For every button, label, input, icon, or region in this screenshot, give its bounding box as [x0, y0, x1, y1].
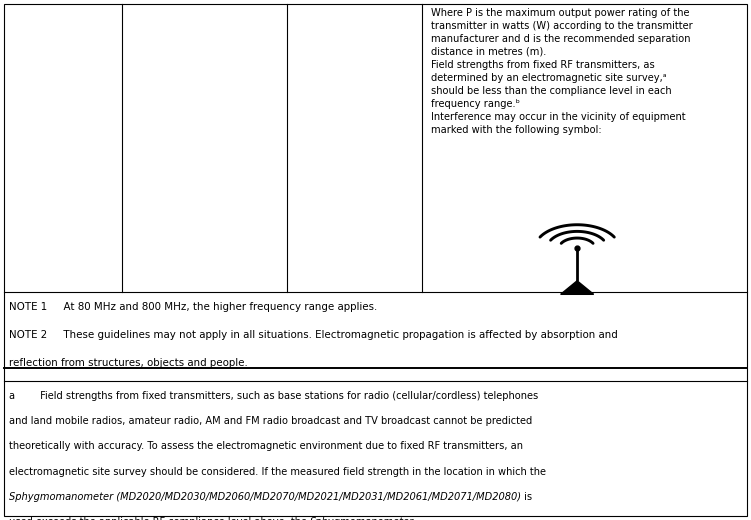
- Text: and land mobile radios, amateur radio, AM and FM radio broadcast and TV broadcas: and land mobile radios, amateur radio, A…: [9, 416, 532, 426]
- Text: Where P is the maximum output power rating of the
transmitter in watts (W) accor: Where P is the maximum output power rati…: [431, 8, 693, 135]
- Text: Sphygmomanometer: Sphygmomanometer: [310, 517, 415, 520]
- Text: is: is: [521, 492, 532, 502]
- Text: NOTE 1     At 80 MHz and 800 MHz, the higher frequency range applies.: NOTE 1 At 80 MHz and 800 MHz, the higher…: [9, 302, 377, 311]
- Polygon shape: [560, 281, 593, 294]
- Text: theoretically with accuracy. To assess the electromagnetic environment due to fi: theoretically with accuracy. To assess t…: [9, 441, 523, 451]
- Text: Sphygmomanometer (MD2020/MD2030/MD2060/MD2070/MD2021/MD2031/MD2061/MD2071/MD2080: Sphygmomanometer (MD2020/MD2030/MD2060/M…: [9, 492, 521, 502]
- Text: NOTE 2     These guidelines may not apply in all situations. Electromagnetic pro: NOTE 2 These guidelines may not apply in…: [9, 330, 618, 340]
- Text: used exceeds the applicable RF compliance level above, the: used exceeds the applicable RF complianc…: [9, 517, 310, 520]
- Text: a        Field strengths from fixed transmitters, such as base stations for radi: a Field strengths from fixed transmitter…: [9, 391, 538, 401]
- Text: reflection from structures, objects and people.: reflection from structures, objects and …: [9, 358, 248, 368]
- Text: electromagnetic site survey should be considered. If the measured field strength: electromagnetic site survey should be co…: [9, 467, 546, 477]
